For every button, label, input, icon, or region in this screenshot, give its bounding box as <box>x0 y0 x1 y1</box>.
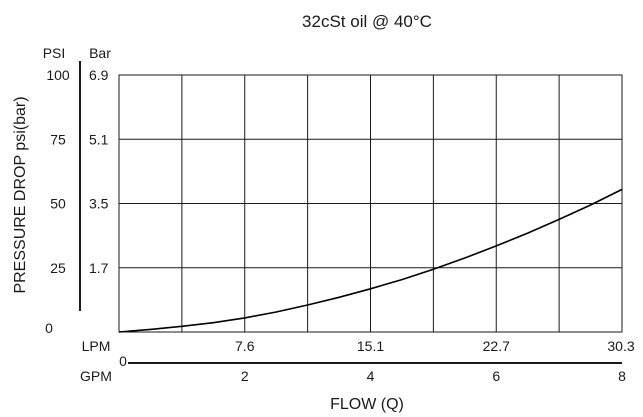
x-tick-label-gpm: 6 <box>492 368 500 384</box>
y-tick-label-bar: 1.7 <box>89 260 109 276</box>
y-unit-secondary-label: Bar <box>89 45 111 61</box>
y-tick-label-psi: 75 <box>50 131 66 147</box>
series-layer <box>118 188 623 333</box>
x-tick-label-lpm: 22.7 <box>483 338 510 354</box>
x-tick-label-gpm: 8 <box>618 368 626 384</box>
x-tick-label-gpm: 2 <box>241 368 249 384</box>
y-tick-label-psi: 100 <box>46 67 70 83</box>
y-axis-title: PRESSURE DROP psi(bar) <box>12 96 29 293</box>
y-tick-label-bar: 5.1 <box>89 131 109 147</box>
plot-grid <box>118 74 623 333</box>
x-unit-secondary-label: GPM <box>80 368 112 384</box>
x-tick-label-lpm: 7.6 <box>235 338 255 354</box>
x-tick-label-gpm: 4 <box>367 368 375 384</box>
x-tick-label-lpm: 30.3 <box>607 338 634 354</box>
y-tick-label-bar: 3.5 <box>89 196 109 212</box>
x-axis-title: FLOW (Q) <box>330 396 404 413</box>
chart-title: 32cSt oil @ 40°C <box>302 12 432 31</box>
y-unit-primary-label: PSI <box>43 45 66 61</box>
y-tick-label-psi: 0 <box>45 320 53 336</box>
y-tick-label-psi: 25 <box>50 260 66 276</box>
series-line <box>118 188 623 333</box>
y-tick-label-bar: 6.9 <box>89 67 109 83</box>
x-tick-label-lpm: 15.1 <box>357 338 384 354</box>
x-unit-primary-label: LPM <box>82 338 111 354</box>
x-tick-label-gpm: 0 <box>119 353 127 369</box>
tick-labels: 0 25 50 75 100 1.7 3.5 5.1 6.9 7.6 15.1 22.7 30.3 0 2 4… <box>45 67 635 384</box>
y-tick-label-psi: 50 <box>50 196 66 212</box>
